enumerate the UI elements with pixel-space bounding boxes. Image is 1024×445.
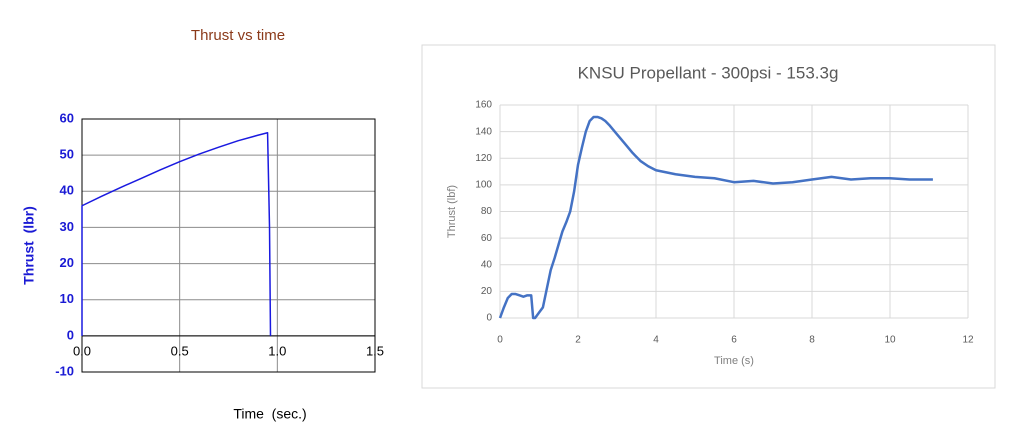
y-tick-label: 160 <box>475 100 492 111</box>
y-tick-label: 0 <box>486 313 492 324</box>
x-tick-label: 10 <box>884 335 896 346</box>
y-tick-label: 20 <box>60 255 74 270</box>
x-tick-label: 0 <box>497 335 503 346</box>
x-tick-label: 6 <box>731 335 737 346</box>
y-tick-label: 60 <box>60 110 74 125</box>
plot-frame <box>81 118 376 373</box>
x-tick-label: 8 <box>809 335 815 346</box>
y-axis-label: Thrust (lbf) <box>446 185 458 238</box>
y-tick-label: 30 <box>60 219 74 234</box>
y-tick-label: 120 <box>475 153 492 164</box>
y-tick-label: 100 <box>475 180 492 191</box>
y-axis-label: Thrust (lbr) <box>21 206 37 285</box>
chart-frame <box>421 44 996 389</box>
data-line <box>498 115 933 320</box>
y-tick-label: 60 <box>481 233 493 244</box>
y-tick-label: 20 <box>481 286 493 297</box>
x-tick-label: 12 <box>962 335 974 346</box>
chart-title: Thrust vs time <box>191 27 285 44</box>
y-tick-label: 50 <box>60 147 74 162</box>
x-axis-label: Time (sec.) <box>233 406 306 422</box>
x-tick-label: 0.5 <box>171 343 189 358</box>
x-tick-label: 2 <box>575 335 581 346</box>
y-tick-label: -10 <box>55 363 74 378</box>
x-tick-label: 4 <box>653 335 659 346</box>
y-tick-label: 80 <box>481 206 493 217</box>
y-tick-label: 10 <box>60 291 74 306</box>
y-tick-label: 0 <box>67 327 74 342</box>
chart-title: KNSU Propellant - 300psi - 153.3g <box>578 63 839 82</box>
y-tick-label: 40 <box>60 183 74 198</box>
y-tick-label: 140 <box>475 126 492 137</box>
data-line <box>81 131 272 336</box>
x-tick-label: 1.0 <box>268 343 286 358</box>
y-tick-label: 40 <box>481 259 493 270</box>
x-axis-label: Time (s) <box>714 355 754 367</box>
